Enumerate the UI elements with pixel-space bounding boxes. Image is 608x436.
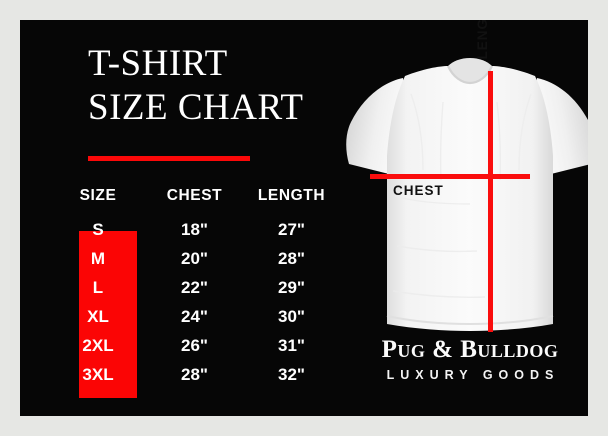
cell-length: 28" — [278, 248, 305, 268]
title-line-2: SIZE CHART — [88, 87, 304, 128]
page-title: T-SHIRT SIZE CHART — [88, 42, 338, 130]
chest-measure-label: CHEST — [393, 183, 444, 198]
table-row: S 18" 27" — [50, 215, 340, 244]
length-measure-line — [488, 71, 493, 332]
cell-length: 30" — [278, 306, 305, 326]
title-underline-rule — [88, 156, 250, 161]
cell-length: 32" — [278, 364, 305, 384]
table-row: M 20" 28" — [50, 244, 340, 273]
size-table-container: SIZE CHEST LENGTH S 18" 27" M 20" 28" — [50, 187, 340, 389]
cell-chest: 28" — [181, 364, 208, 384]
length-measure-label: LENGTH — [475, 20, 490, 60]
table-row: XL 24" 30" — [50, 302, 340, 331]
size-table: SIZE CHEST LENGTH S 18" 27" M 20" 28" — [50, 187, 340, 389]
cell-chest: 18" — [181, 219, 208, 239]
table-row: L 22" 29" — [50, 273, 340, 302]
brand-logo: Pug & Bulldog LUXURY GOODS — [340, 336, 588, 382]
cell-length: 31" — [278, 335, 305, 355]
cell-size: M — [90, 248, 106, 268]
table-row: 3XL 28" 32" — [50, 360, 340, 389]
cell-chest: 20" — [181, 248, 208, 268]
cell-chest: 26" — [181, 335, 208, 355]
poster-canvas: T-SHIRT SIZE CHART SIZE CHEST LENGTH — [20, 20, 588, 416]
cell-chest: 22" — [181, 277, 208, 297]
cell-size: XL — [87, 306, 109, 326]
cell-size: L — [92, 277, 104, 297]
cell-size: 2XL — [82, 335, 114, 355]
cell-length: 27" — [278, 219, 305, 239]
chest-measure-line — [370, 174, 530, 179]
table-header-row: SIZE CHEST LENGTH — [50, 187, 340, 215]
column-header-chest: CHEST — [166, 187, 223, 204]
title-line-1: T-SHIRT — [88, 43, 228, 84]
tshirt-graphic: CHEST LENGTH — [345, 20, 588, 336]
cell-length: 29" — [278, 277, 305, 297]
tshirt-illustration-icon — [346, 58, 588, 331]
brand-tagline: LUXURY GOODS — [386, 368, 560, 382]
cell-size: 3XL — [82, 364, 114, 384]
table-row: 2XL 26" 31" — [50, 331, 340, 360]
column-header-length: LENGTH — [257, 187, 326, 204]
brand-name: Pug & Bulldog — [381, 336, 559, 363]
column-header-size: SIZE — [79, 187, 117, 204]
cell-chest: 24" — [181, 306, 208, 326]
cell-size: S — [92, 219, 104, 239]
size-column-highlight — [79, 231, 137, 398]
